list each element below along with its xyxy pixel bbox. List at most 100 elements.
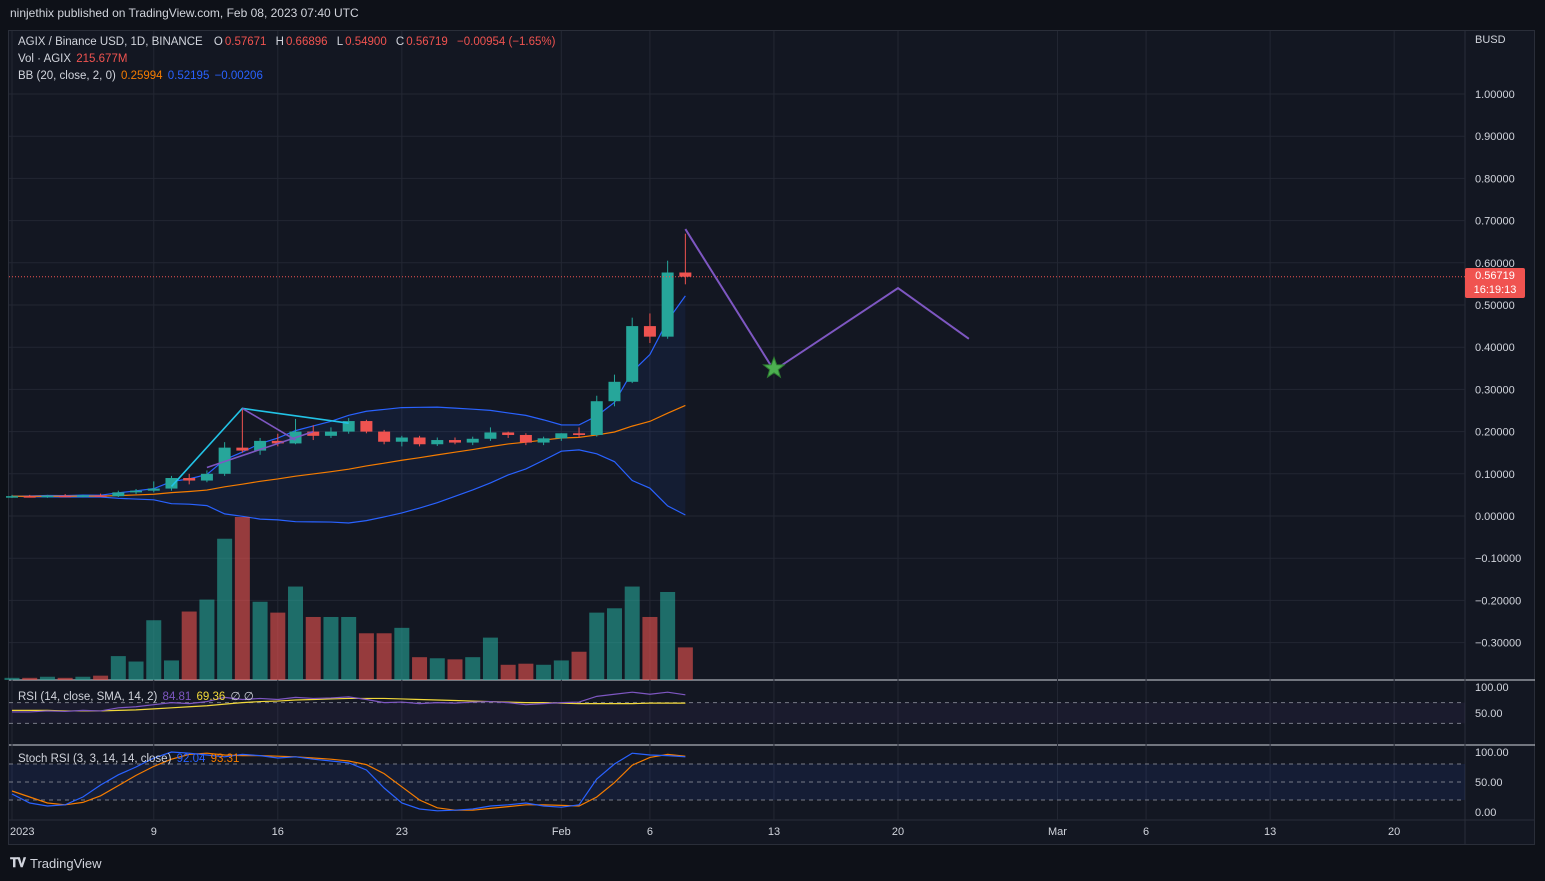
candle-body (413, 437, 426, 445)
volume-bar (234, 517, 250, 680)
projection-path (684, 228, 970, 372)
volume-bar (624, 586, 640, 680)
x-tick-label: Mar (1048, 826, 1067, 838)
rsi-value: 84.81 (162, 691, 192, 703)
volume-bar (288, 586, 304, 680)
candle-body (360, 421, 373, 432)
candle-body (661, 272, 674, 337)
footer-brand[interactable]: TradingView (30, 855, 102, 871)
rsi-label[interactable]: RSI (14, close, SMA, 14, 2) (18, 691, 158, 703)
volume-bar (128, 661, 144, 680)
volume-bar (482, 637, 498, 680)
candle-body (608, 381, 621, 402)
candle-body (94, 495, 107, 497)
x-tick-label: 6 (1143, 826, 1149, 838)
volume-bar (553, 660, 569, 680)
candle-body (395, 437, 408, 442)
candle-body (41, 495, 54, 498)
candle-body (183, 478, 196, 481)
y-tick-label: 0.50000 (1475, 300, 1515, 312)
candle-body (76, 495, 89, 497)
volume-bar (394, 627, 410, 680)
bb-fill (12, 295, 686, 523)
rsi-tick-label: 100.00 (1475, 682, 1509, 694)
stoch-tick-label: 50.00 (1475, 777, 1503, 789)
x-tick-label: 16 (272, 826, 284, 838)
bb-lower-value: −0.00206 (214, 70, 263, 82)
y-tick-label: 0.20000 (1475, 427, 1515, 439)
bb-upper-line (11, 295, 686, 497)
volume-bar (677, 647, 693, 680)
symbol-legend: AGIX / Binance USD, 1D, BINANCE O 0.57671… (18, 36, 557, 48)
volume-value: 215.677M (76, 53, 128, 65)
x-tick-label: 6 (647, 826, 653, 838)
trend-line (206, 430, 314, 469)
candle-body (573, 433, 586, 435)
y-tick-label: 0.00000 (1475, 511, 1515, 523)
currency-label[interactable]: BUSD (1475, 34, 1506, 46)
volume-bar (217, 538, 233, 680)
x-tick-label: 9 (151, 826, 157, 838)
x-tick-label: 20 (892, 826, 904, 838)
volume-bar (571, 651, 587, 680)
close-label: C (395, 36, 405, 48)
candle-body (466, 438, 479, 443)
high-value: 0.66896 (285, 36, 328, 48)
candle-body (6, 496, 18, 498)
candle-body (254, 440, 267, 451)
star-icon (762, 355, 786, 379)
candle-body (271, 440, 284, 444)
stoch-label[interactable]: Stoch RSI (3, 3, 14, 14, close) (18, 753, 172, 765)
volume-bar (429, 658, 445, 680)
candle-body (679, 272, 692, 277)
close-value: 0.56719 (406, 36, 448, 48)
volume-bar (536, 664, 552, 680)
candle-body (324, 431, 337, 436)
symbol-name[interactable]: AGIX / Binance USD, 1D, BINANCE (18, 36, 203, 48)
candle-body (590, 401, 603, 435)
volume-bar (163, 660, 179, 680)
volume-bar (199, 599, 215, 680)
volume-bar (22, 677, 38, 680)
chart-frame[interactable] (8, 30, 1535, 845)
stoch-d-value: 93.31 (210, 753, 240, 765)
y-tick-label: 0.40000 (1475, 342, 1515, 354)
volume-bar (146, 620, 162, 680)
y-tick-label: 0.90000 (1475, 131, 1515, 143)
x-tick-label: 13 (768, 826, 780, 838)
volume-bar (447, 659, 463, 680)
candle-body (112, 492, 125, 497)
candle-body (59, 495, 72, 498)
stoch-legend: Stoch RSI (3, 3, 14, 14, close) 92.04 93… (18, 753, 241, 765)
stoch-k-value: 92.04 (176, 753, 206, 765)
volume-label[interactable]: Vol · AGIX (18, 53, 72, 65)
rsi-line (12, 691, 686, 713)
rsi-ma-line (12, 697, 686, 712)
candle-body (626, 326, 639, 382)
volume-bar (181, 611, 197, 680)
x-tick-label: Feb (552, 826, 571, 838)
y-tick-label: −0.30000 (1475, 638, 1521, 650)
low-label: L (336, 36, 344, 48)
volume-bar (323, 616, 339, 680)
bb-label[interactable]: BB (20, close, 2, 0) (18, 70, 116, 82)
stoch-k-line (11, 751, 686, 812)
candle-body (236, 447, 249, 451)
candle-body (519, 434, 532, 443)
volume-bar (110, 656, 126, 680)
volume-bar (270, 612, 286, 680)
y-tick-label: 0.70000 (1475, 216, 1515, 228)
volume-bar (75, 676, 91, 680)
volume-bar (376, 633, 392, 680)
y-tick-label: −0.20000 (1475, 595, 1521, 607)
bb-upper-value: 0.52195 (167, 70, 210, 82)
y-tick-label: 0.10000 (1475, 469, 1515, 481)
x-tick-label: 23 (396, 826, 408, 838)
x-tick-label: 2023 (10, 826, 34, 838)
open-label: O (213, 36, 223, 48)
volume-bar (642, 616, 658, 680)
last-price-tag: 0.56719 16:19:13 (1465, 268, 1525, 298)
tradingview-logo-icon[interactable]: 𝐓𝐕 (10, 855, 26, 870)
rsi-tick-label: 50.00 (1475, 708, 1503, 720)
